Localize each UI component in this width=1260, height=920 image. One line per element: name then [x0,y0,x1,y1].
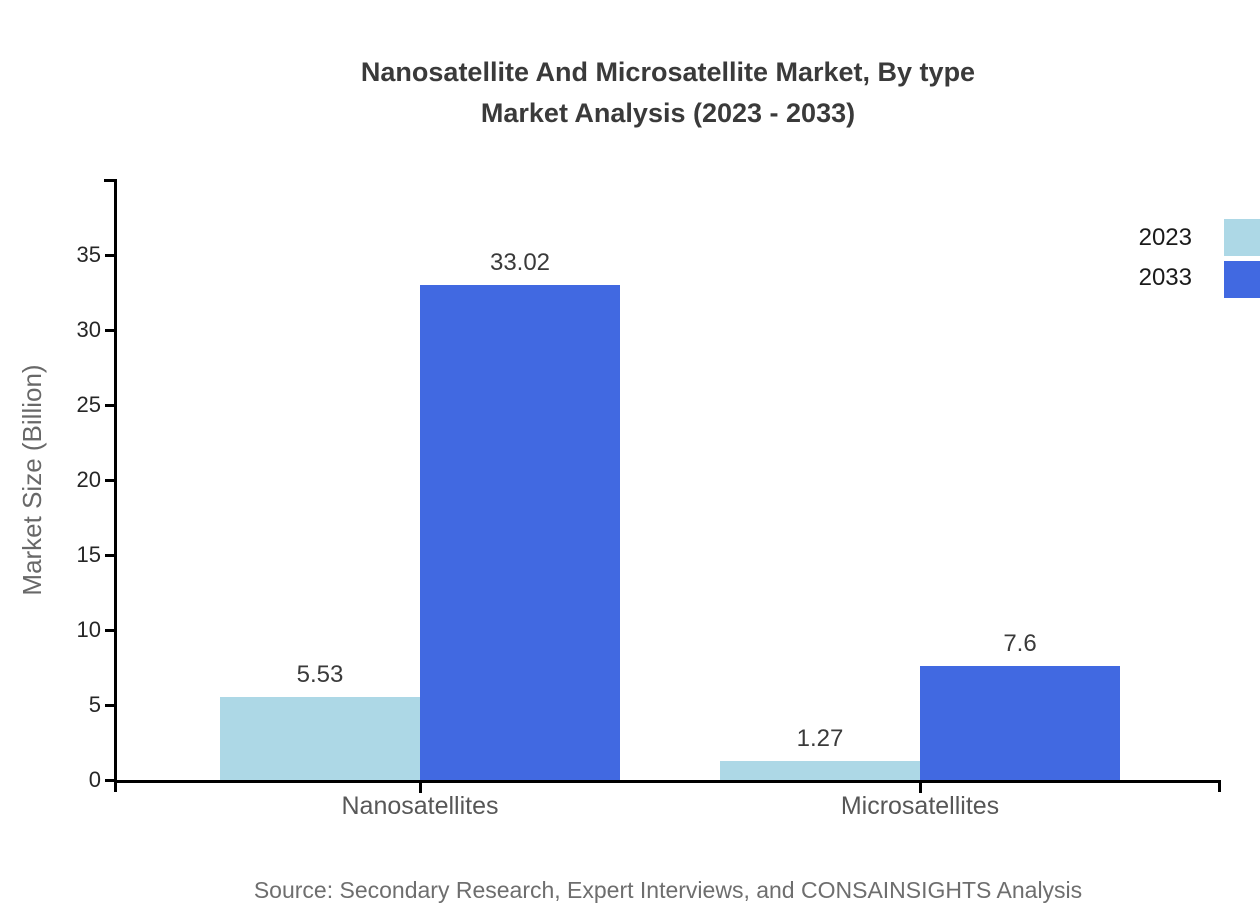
y-axis-top-cap-tick [104,179,115,182]
y-tick-20 [105,479,115,482]
x-tick-0 [419,783,422,793]
x-axis-line [114,780,1221,783]
bar-value-Microsatellites-2033: 7.6 [1003,630,1037,657]
y-tick-label-10: 10 [76,617,101,642]
y-tick-5 [105,704,115,707]
y-tick-0 [105,779,115,782]
category-label-1: Microsatellites [840,792,1000,820]
y-tick-label-5: 5 [88,692,101,717]
legend-swatch-2023 [1224,219,1260,256]
y-tick-35 [105,254,115,257]
y-tick-label-20: 20 [76,467,101,492]
y-tick-10 [105,629,115,632]
x-axis-end-cap-tick [1218,780,1221,792]
chart-title: Nanosatellite And Microsatellite Market,… [114,52,1222,134]
legend-label-2033: 2033 [1138,264,1192,291]
y-tick-label-30: 30 [76,317,101,342]
y-axis-title: Market Size (Billion) [17,364,47,596]
bar-value-Microsatellites-2023: 1.27 [796,724,844,752]
y-axis-line [114,179,117,792]
chart-title-line-1: Nanosatellite And Microsatellite Market,… [360,57,976,87]
bar-Nanosatellites-2033 [420,284,620,780]
y-tick-30 [105,329,115,332]
category-label-0: Nanosatellites [341,792,499,820]
y-tick-label-25: 25 [76,392,101,417]
legend-label-2023: 2023 [1138,224,1192,251]
y-tick-label-35: 35 [76,242,101,267]
bar-Nanosatellites-2023 [220,697,420,780]
bar-value-Nanosatellites-2023: 5.53 [296,661,344,689]
y-tick-label-15: 15 [76,542,101,567]
y-tick-25 [105,404,115,407]
bar-value-Nanosatellites-2033: 33.02 [489,248,551,276]
y-tick-label-0: 0 [88,767,101,792]
y-tick-15 [105,554,115,557]
legend-swatch-2033 [1224,261,1260,298]
x-tick-1 [919,783,922,793]
chart-title-line-2: Market Analysis (2023 - 2033) [480,98,856,128]
source-note: Source: Secondary Research, Expert Inter… [253,877,1083,903]
bar-Microsatellites-2033 [920,666,1120,780]
bar-Microsatellites-2023 [720,760,920,780]
